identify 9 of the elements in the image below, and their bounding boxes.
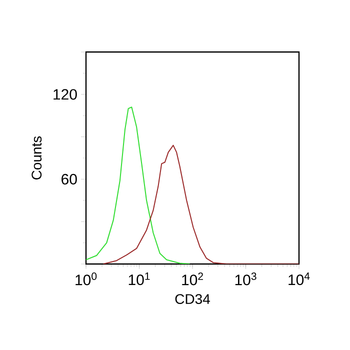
x-tick-label: 10$^{2}$ <box>182 272 203 286</box>
y-tick-label: 120 <box>54 89 77 100</box>
x-tick-label: 10$^{1}$ <box>128 272 150 286</box>
x-tick-label: 10$^{0}$ <box>76 272 97 286</box>
x-axis-title: CD34 <box>175 294 210 304</box>
x-tick-label: 10$^{4}$ <box>288 272 310 286</box>
y-axis-title: Counts <box>32 136 42 180</box>
x-tick-label: 10$^{3}$ <box>235 272 256 286</box>
y-tick-label: 60 <box>62 174 77 184</box>
